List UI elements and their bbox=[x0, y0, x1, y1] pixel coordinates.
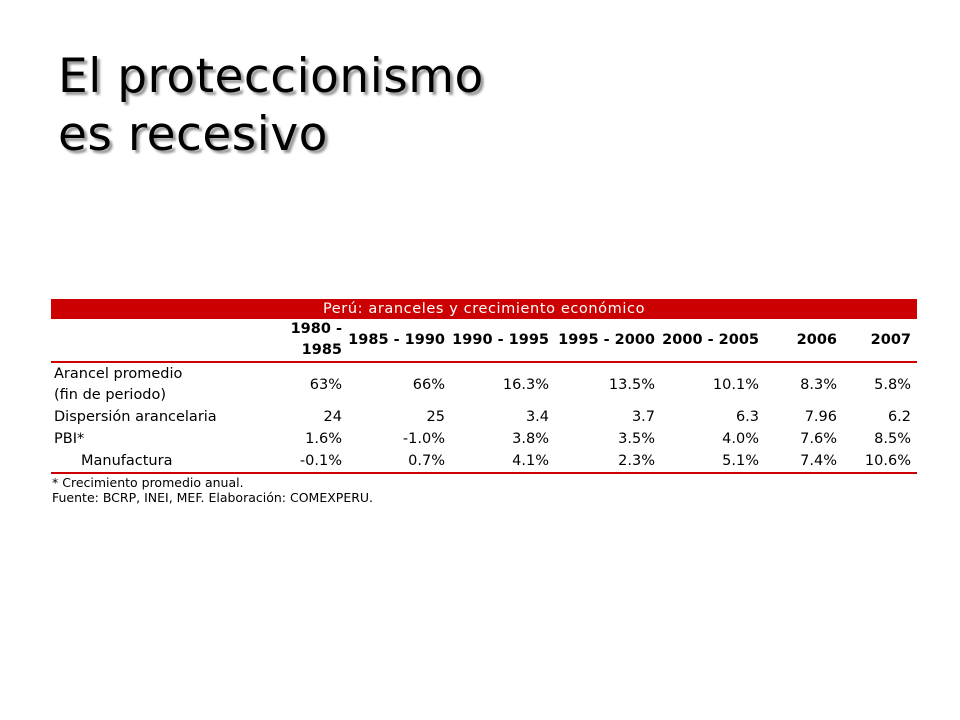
table-cell: 13.5% bbox=[608, 376, 655, 393]
tariff-growth-table: 1980 - 1985 1985 - 1990 1990 - 1995 1995… bbox=[51, 319, 917, 474]
table-cell: 7.6% bbox=[800, 431, 837, 447]
column-header: 1990 - 1995 bbox=[452, 331, 549, 348]
table-cell: 0.7% bbox=[408, 453, 445, 469]
table-cell: -0.1% bbox=[299, 453, 342, 469]
table-cell: 25 bbox=[426, 409, 445, 425]
column-header-label bbox=[51, 319, 246, 362]
table-cell: 3.4 bbox=[525, 409, 549, 425]
table-row: PBI* 1.6% -1.0% 3.8% 3.5% 4.0% 7.6% 8.5% bbox=[51, 428, 917, 450]
table-cell: 3.5% bbox=[618, 431, 655, 447]
tariff-growth-table-block: Perú: aranceles y crecimiento económico … bbox=[51, 299, 917, 505]
column-header: 2000 - 2005 bbox=[662, 331, 759, 348]
table-cell: 16.3% bbox=[502, 376, 549, 393]
table-cell: 7.4% bbox=[800, 453, 837, 469]
row-label-line-1: Arancel promedio bbox=[54, 366, 183, 382]
table-cell: 63% bbox=[309, 376, 342, 393]
table-cell: 5.8% bbox=[874, 376, 911, 393]
table-cell: 2.3% bbox=[618, 453, 655, 469]
table-row: Manufactura -0.1% 0.7% 4.1% 2.3% 5.1% 7.… bbox=[51, 450, 917, 473]
source-note: Fuente: BCRP, INEI, MEF. Elaboración: CO… bbox=[52, 490, 374, 505]
table-row: Dispersión arancelaria 24 25 3.4 3.7 6.3… bbox=[51, 406, 917, 428]
footnote: * Crecimiento promedio anual. bbox=[52, 475, 244, 490]
row-label-line-2: (fin de periodo) bbox=[54, 387, 167, 403]
table-caption: Perú: aranceles y crecimiento económico bbox=[51, 299, 917, 319]
table-cell: 8.3% bbox=[800, 376, 837, 393]
table-cell: 3.7 bbox=[631, 409, 655, 425]
title-line-2: es recesivo bbox=[58, 107, 328, 162]
title-line-1: El proteccionismo bbox=[58, 49, 484, 104]
row-label: Arancel promedio (fin de periodo) bbox=[51, 362, 246, 406]
column-header: 1995 - 2000 bbox=[558, 331, 655, 348]
table-header-row: 1980 - 1985 1985 - 1990 1990 - 1995 1995… bbox=[51, 319, 917, 362]
row-label: PBI* bbox=[54, 431, 85, 447]
table-cell: 7.96 bbox=[804, 409, 837, 425]
table-cell: 8.5% bbox=[874, 431, 911, 447]
table-cell: 66% bbox=[412, 376, 445, 393]
table-cell: 3.8% bbox=[512, 431, 549, 447]
table-cell: 6.3 bbox=[735, 409, 759, 425]
table-cell: 10.6% bbox=[864, 453, 911, 469]
column-header: 2006 bbox=[796, 331, 837, 348]
table-cell: 5.1% bbox=[722, 453, 759, 469]
table-cell: 10.1% bbox=[712, 376, 759, 393]
row-label: Dispersión arancelaria bbox=[54, 409, 217, 425]
table-cell: 1.6% bbox=[305, 431, 342, 447]
row-label: Manufactura bbox=[81, 453, 173, 469]
column-header: 2007 bbox=[870, 331, 911, 348]
table-cell: 6.2 bbox=[887, 409, 911, 425]
column-header: 1985 - 1990 bbox=[348, 331, 445, 348]
table-cell: 4.1% bbox=[512, 453, 549, 469]
table-cell: -1.0% bbox=[402, 431, 445, 447]
table-row: Arancel promedio (fin de periodo) 63% 66… bbox=[51, 362, 917, 406]
slide-title: El proteccionismo es recesivo bbox=[58, 48, 484, 164]
table-cell: 24 bbox=[323, 409, 342, 425]
table-notes: * Crecimiento promedio anual. Fuente: BC… bbox=[51, 475, 917, 505]
table-cell: 4.0% bbox=[722, 431, 759, 447]
column-header: 1980 - 1985 bbox=[290, 321, 342, 358]
